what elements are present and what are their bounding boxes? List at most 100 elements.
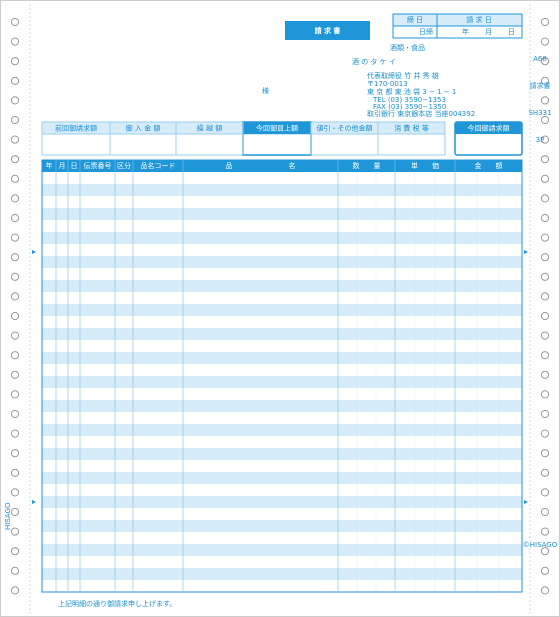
label: 品 名 bbox=[226, 161, 296, 170]
label: 東 京 都 東 池 袋 3 − 1 − 1 bbox=[367, 87, 456, 96]
label: 今回御買上額 bbox=[256, 124, 298, 133]
feed-hole bbox=[10, 311, 20, 321]
label: 値引・その他金額 bbox=[317, 124, 373, 133]
feed-hole bbox=[540, 17, 550, 27]
label: HISAGO bbox=[4, 502, 12, 530]
feed-hole bbox=[540, 292, 550, 301]
label: 月 bbox=[485, 28, 492, 36]
company-name: 酒 の タ ケ イ bbox=[352, 57, 396, 66]
label: 〒170-0013 bbox=[367, 80, 408, 88]
summary-highlight bbox=[243, 122, 311, 134]
label: ©HISAGO bbox=[523, 541, 558, 549]
feed-hole bbox=[540, 390, 550, 399]
feed-hole bbox=[10, 174, 20, 183]
feed-hole bbox=[10, 233, 20, 242]
feed-hole bbox=[10, 586, 20, 595]
label: 代表取締役 竹 井 秀 雄 bbox=[367, 71, 439, 80]
label: 取引銀行 東京銀本店 当座004392 bbox=[367, 109, 475, 118]
label: 金 額 bbox=[475, 161, 503, 170]
label: 数 量 bbox=[353, 161, 381, 170]
label: 品名コード bbox=[141, 161, 176, 170]
footer: 上記明細の通り御請求申し上げます。 bbox=[58, 599, 176, 608]
feed-hole bbox=[10, 331, 20, 340]
feed-hole bbox=[540, 331, 550, 340]
row-stripe bbox=[42, 472, 522, 484]
summary-header-bg bbox=[110, 122, 176, 134]
summary-header-bg bbox=[42, 122, 110, 134]
label: TEL (03) 3590−1353 bbox=[372, 96, 446, 104]
feed-hole bbox=[10, 370, 20, 379]
label: 単 価 bbox=[411, 161, 439, 170]
feed-hole bbox=[540, 272, 550, 281]
row-stripe bbox=[42, 376, 522, 388]
feed-hole bbox=[540, 115, 550, 125]
feed-hole bbox=[540, 586, 550, 595]
feed-hole bbox=[10, 253, 20, 262]
label: 区分 bbox=[117, 161, 131, 170]
feed-hole bbox=[540, 194, 550, 203]
feed-hole bbox=[540, 57, 550, 66]
feed-hole bbox=[540, 233, 550, 242]
feed-hole bbox=[540, 547, 550, 556]
label: 日締 bbox=[419, 27, 433, 36]
table-header bbox=[42, 160, 522, 172]
feed-hole bbox=[10, 155, 20, 164]
feed-hole bbox=[540, 311, 550, 321]
feed-hole bbox=[540, 174, 550, 183]
feed-hole bbox=[10, 17, 20, 27]
row-stripe bbox=[42, 232, 522, 244]
row-stripe bbox=[42, 520, 522, 532]
label: FAX (03) 3590−1350 bbox=[373, 103, 446, 111]
feed-hole bbox=[10, 351, 20, 360]
feed-hole bbox=[540, 96, 550, 105]
feed-hole bbox=[10, 409, 20, 419]
label: 3P bbox=[536, 136, 545, 144]
row-stripe bbox=[42, 328, 522, 340]
feed-hole bbox=[540, 429, 550, 438]
feed-hole bbox=[10, 135, 20, 144]
label: 消 費 税 等 bbox=[394, 124, 429, 133]
feed-hole bbox=[540, 76, 550, 85]
feed-hole bbox=[10, 429, 20, 438]
feed-hole bbox=[540, 213, 550, 223]
row-stripe bbox=[42, 208, 522, 220]
feed-hole bbox=[10, 507, 20, 517]
row-stripe bbox=[42, 448, 522, 460]
feed-hole bbox=[10, 292, 20, 301]
addressee-suffix: 様 bbox=[262, 86, 269, 95]
label: 今回御請求額 bbox=[468, 124, 510, 133]
feed-hole bbox=[10, 194, 20, 203]
row-stripe bbox=[42, 424, 522, 436]
label: 日 bbox=[508, 28, 515, 36]
feed-hole bbox=[540, 351, 550, 360]
feed-hole bbox=[540, 449, 550, 458]
title: 請 求 書 bbox=[315, 26, 341, 35]
feed-hole bbox=[540, 488, 550, 497]
feed-hole bbox=[10, 390, 20, 399]
feed-hole bbox=[540, 155, 550, 164]
marker bbox=[524, 250, 528, 254]
feed-hole bbox=[540, 527, 550, 536]
row-stripe bbox=[42, 256, 522, 268]
feed-hole bbox=[540, 253, 550, 262]
feed-hole bbox=[10, 468, 20, 477]
row-stripe bbox=[42, 280, 522, 292]
label: 伝票番号 bbox=[84, 161, 112, 170]
feed-hole bbox=[10, 213, 20, 223]
label: 請 求 日 bbox=[466, 15, 491, 24]
feed-hole bbox=[10, 272, 20, 281]
feed-hole bbox=[10, 488, 20, 497]
feed-hole bbox=[10, 547, 20, 556]
label: 前回御請求額 bbox=[55, 124, 97, 133]
feed-hole bbox=[540, 566, 550, 575]
marker bbox=[32, 500, 36, 504]
feed-hole bbox=[10, 566, 20, 575]
row-stripe bbox=[42, 352, 522, 364]
label: 日 bbox=[71, 162, 78, 170]
label: 締 日 bbox=[407, 15, 423, 24]
summary-header-bg bbox=[176, 122, 243, 134]
label: A68 bbox=[533, 55, 547, 63]
feed-hole bbox=[540, 468, 550, 477]
title-box bbox=[285, 21, 370, 40]
feed-hole bbox=[540, 370, 550, 379]
